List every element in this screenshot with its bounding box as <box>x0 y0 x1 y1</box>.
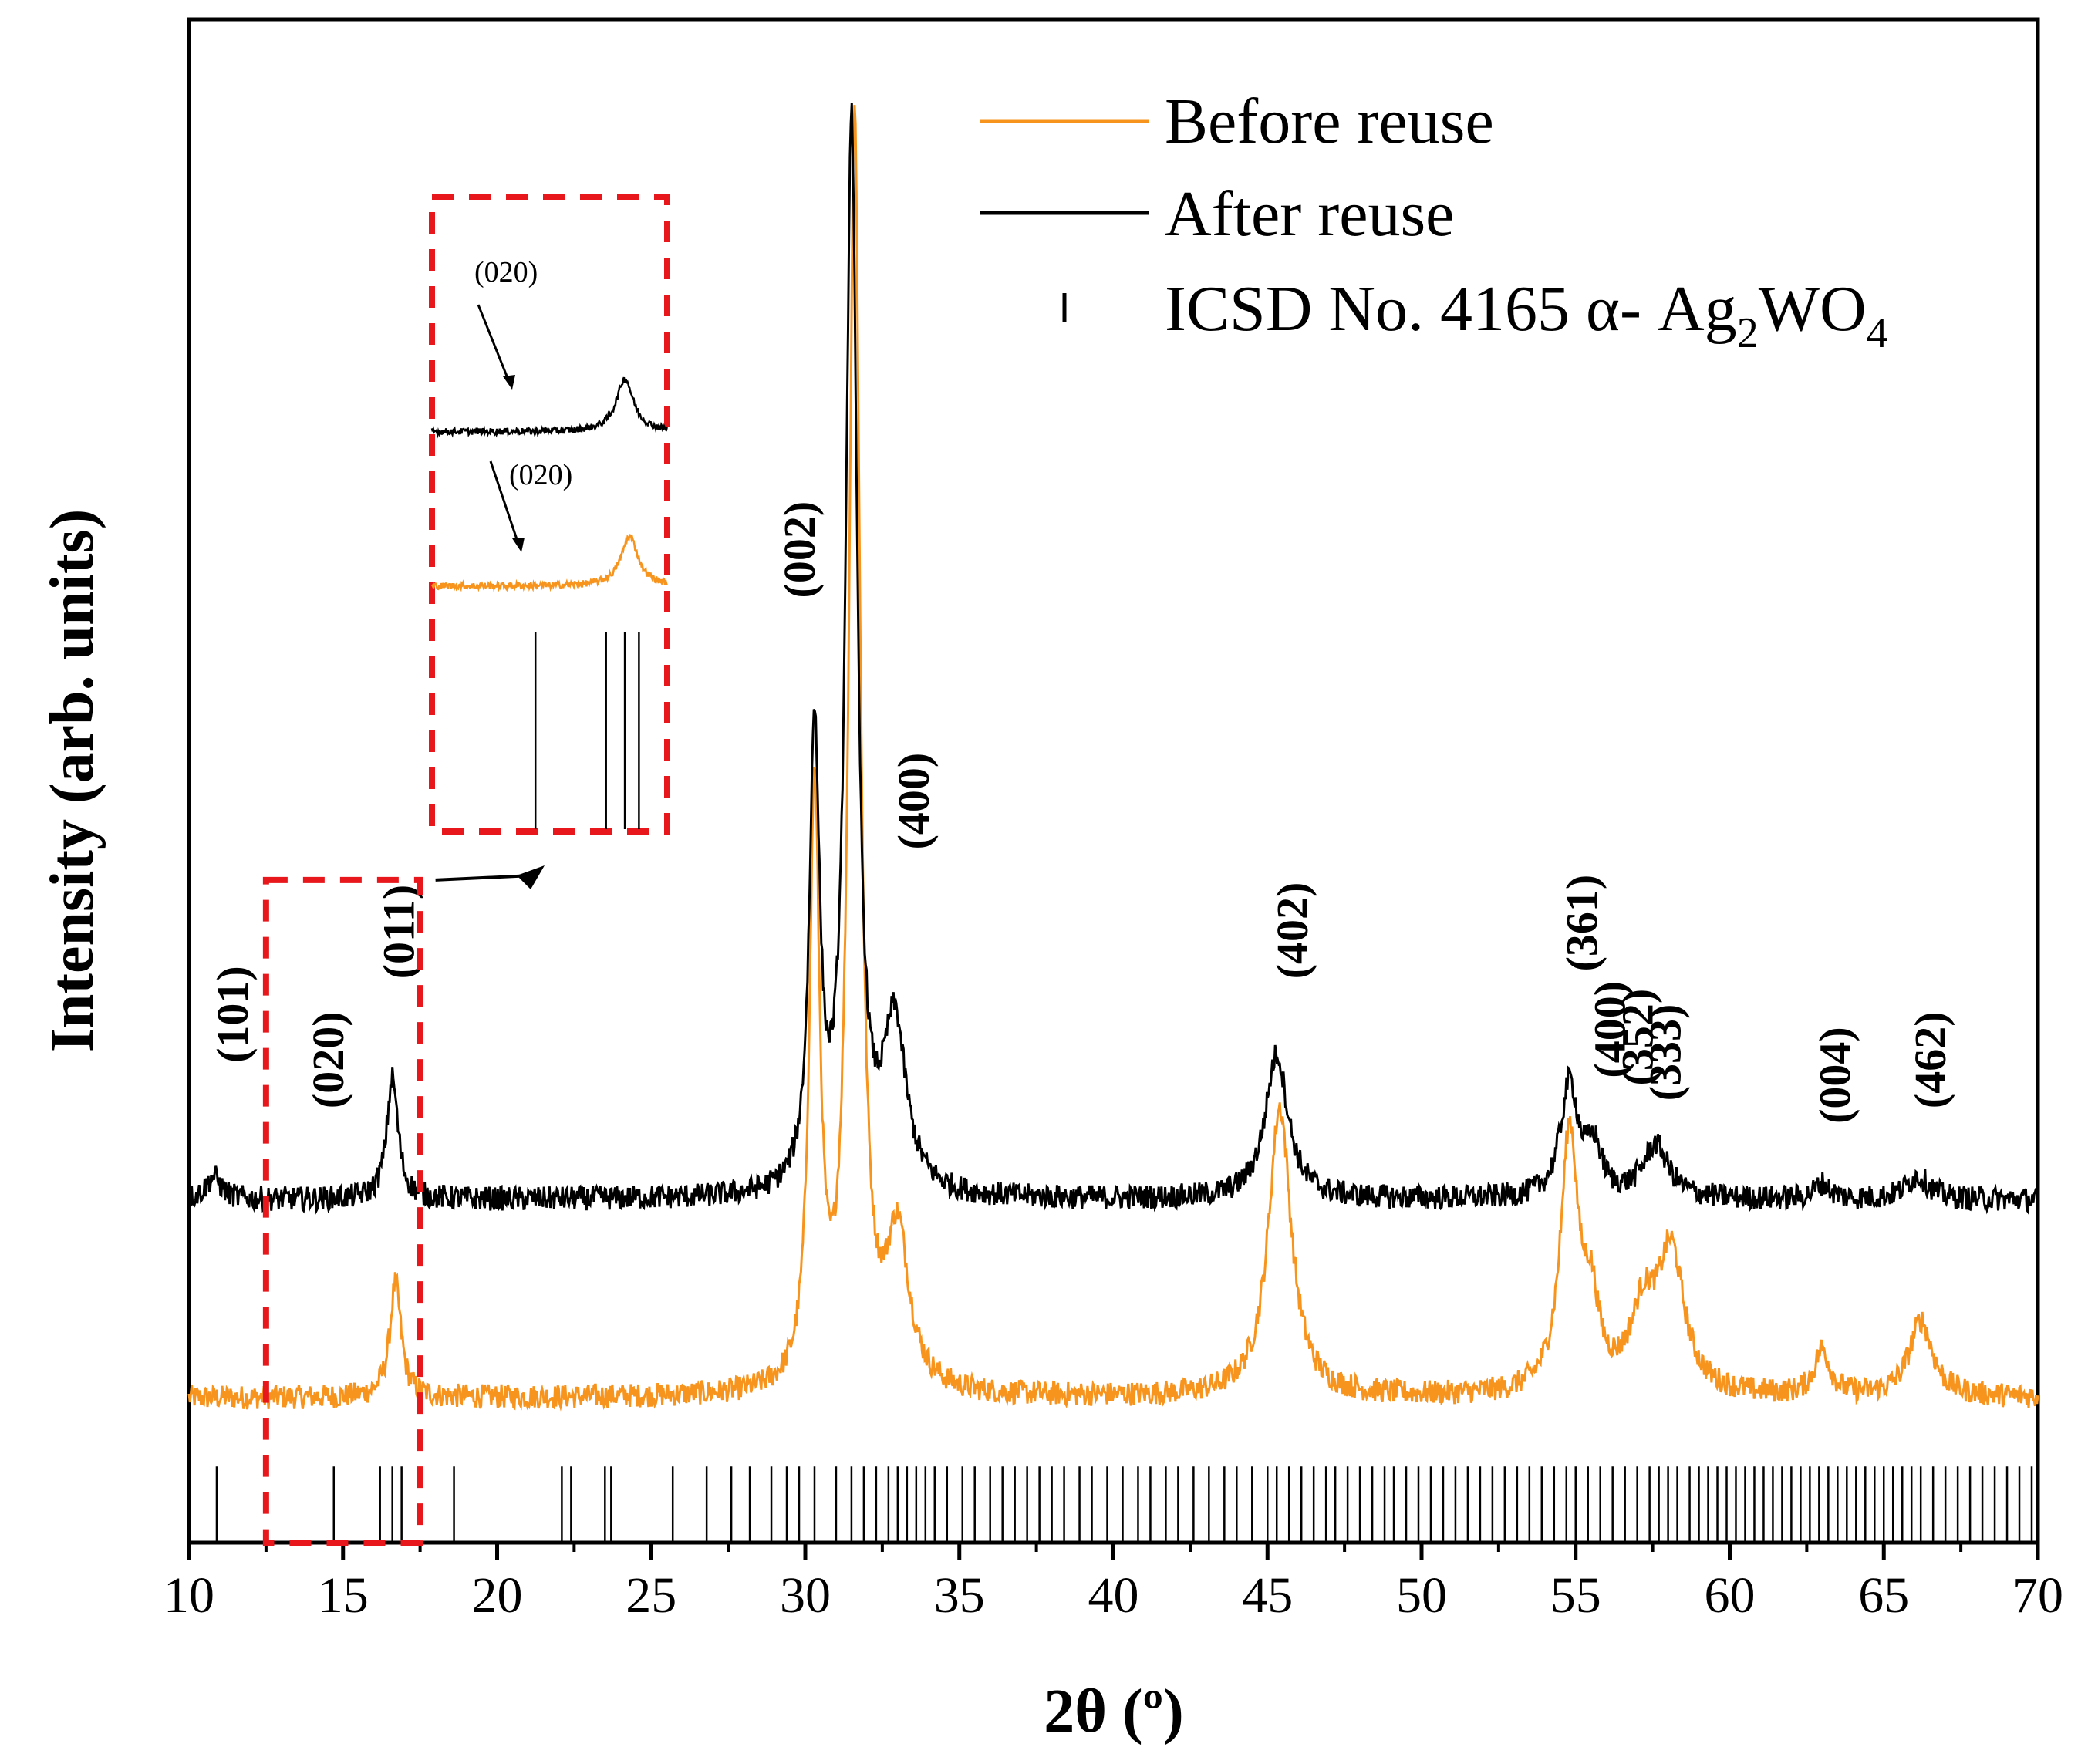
zoom-arrow-line <box>435 874 533 882</box>
peak-label: (011) <box>374 885 424 979</box>
reference-pattern <box>215 1466 2033 1541</box>
series-line-before-reuse <box>187 105 2039 1412</box>
peak-label: (004) <box>1810 1027 1860 1124</box>
x-tick-label-60: 60 <box>1705 1567 1756 1624</box>
legend-icsd-sub1: 2 <box>1737 309 1759 357</box>
peak-label: (101) <box>207 966 258 1063</box>
peak-label: (400) <box>889 753 939 850</box>
legend-label-before-reuse: Before reuse <box>1165 86 1494 157</box>
legend: Before reuse After reuse ICSD No. 4165 α… <box>980 86 1888 357</box>
inset-arrow-before <box>489 460 520 545</box>
zoom-highlight-box <box>262 865 545 1546</box>
x-axis-title: 2θ (º) <box>1044 1678 1183 1745</box>
inset-label-after: (020) <box>474 256 538 288</box>
inset-arrow-after <box>477 304 511 383</box>
x-tick-label-25: 25 <box>626 1567 676 1624</box>
x-tick-label-40: 40 <box>1088 1567 1139 1624</box>
peak-labels: (101)(020)(011)(002)(231)(400)(402)(361)… <box>207 501 1955 1124</box>
inset-dashed-box <box>429 194 670 835</box>
x-axis-ticks <box>187 1543 2040 1560</box>
x-tick-label-50: 50 <box>1396 1567 1447 1624</box>
plot-frame <box>187 17 2040 1545</box>
peak-label: (020) <box>303 1011 353 1108</box>
legend-label-icsd: ICSD No. 4165 α- Ag2WO4 <box>1165 273 1888 357</box>
x-axis-tick-labels: 10 15 20 25 30 35 40 45 50 55 60 65 70 <box>164 1567 2063 1624</box>
x-tick-label-55: 55 <box>1550 1567 1601 1624</box>
peak-label: (361) <box>1557 875 1607 972</box>
x-tick-label-70: 70 <box>2012 1567 2063 1624</box>
legend-icsd-sub2: 4 <box>1867 309 1888 357</box>
peak-label: (462) <box>1905 1011 1955 1108</box>
peak-label: (352) <box>1613 989 1663 1086</box>
inset-arrowhead-after <box>503 375 515 390</box>
inset-line-after-reuse <box>430 376 668 439</box>
inset-line-before-reuse <box>430 533 668 592</box>
legend-label-after-reuse: After reuse <box>1165 178 1454 250</box>
peak-label: (002) <box>774 501 825 599</box>
peak-label: (400) <box>1585 981 1635 1078</box>
inset-panel: (020) (020) <box>429 194 670 835</box>
x-tick-label-30: 30 <box>780 1567 831 1624</box>
x-tick-label-20: 20 <box>472 1567 523 1624</box>
x-tick-label-35: 35 <box>934 1567 985 1624</box>
peak-label: (402) <box>1267 882 1317 980</box>
x-tick-label-45: 45 <box>1242 1567 1293 1624</box>
inset-label-before: (020) <box>509 459 572 491</box>
legend-icsd-mid: WO <box>1759 273 1867 345</box>
inset-arrowhead-before <box>512 538 525 552</box>
x-tick-label-65: 65 <box>1858 1567 1909 1624</box>
x-tick-label-10: 10 <box>164 1567 214 1624</box>
x-tick-label-15: 15 <box>318 1567 369 1624</box>
peak-label: (333) <box>1641 1004 1691 1101</box>
highlight-dashed-box <box>262 876 423 1546</box>
series-lines <box>187 103 2039 1412</box>
zoom-arrow-head <box>517 865 545 889</box>
legend-icsd-main: ICSD No. 4165 α- Ag <box>1165 273 1737 345</box>
y-axis-title: Intensity (arb. units) <box>39 509 106 1053</box>
series-line-after-reuse <box>187 103 2039 1215</box>
